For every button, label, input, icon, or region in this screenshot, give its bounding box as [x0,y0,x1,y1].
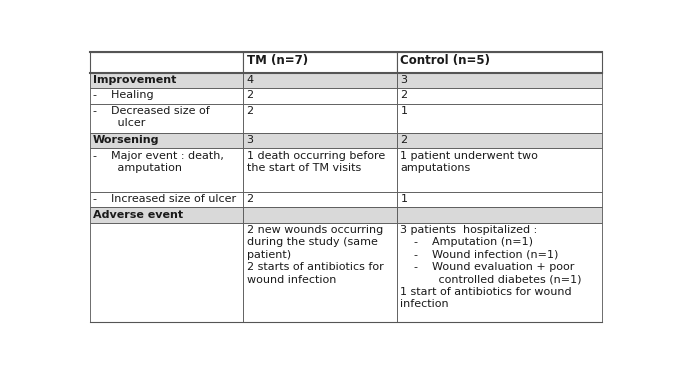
Text: 2: 2 [400,135,408,145]
FancyBboxPatch shape [397,88,602,104]
Text: -    Increased size of ulcer: - Increased size of ulcer [92,194,236,204]
FancyBboxPatch shape [90,192,244,207]
FancyBboxPatch shape [397,52,602,73]
FancyBboxPatch shape [90,223,244,322]
Text: Adverse event: Adverse event [92,210,183,219]
Text: 4: 4 [246,75,254,85]
FancyBboxPatch shape [90,133,244,149]
FancyBboxPatch shape [397,104,602,133]
Text: Worsening: Worsening [92,135,159,145]
Text: 2: 2 [246,194,254,204]
Text: TM (n=7): TM (n=7) [246,54,308,68]
FancyBboxPatch shape [90,73,244,88]
Text: 1 patient underwent two
amputations: 1 patient underwent two amputations [400,151,538,173]
Text: -    Decreased size of
       ulcer: - Decreased size of ulcer [92,106,209,128]
FancyBboxPatch shape [397,192,602,207]
FancyBboxPatch shape [90,88,244,104]
FancyBboxPatch shape [90,207,244,223]
Text: 1: 1 [400,194,407,204]
FancyBboxPatch shape [90,104,244,133]
FancyBboxPatch shape [244,133,397,149]
Text: 2: 2 [246,91,254,100]
Text: Control (n=5): Control (n=5) [400,54,490,68]
Text: 3 patients  hospitalized :
    -    Amputation (n=1)
    -    Wound infection (n: 3 patients hospitalized : - Amputation (… [400,225,582,310]
Text: 1 death occurring before
the start of TM visits: 1 death occurring before the start of TM… [246,151,385,173]
Text: -    Healing: - Healing [92,91,153,100]
FancyBboxPatch shape [397,223,602,322]
FancyBboxPatch shape [90,149,244,192]
FancyBboxPatch shape [244,149,397,192]
FancyBboxPatch shape [244,104,397,133]
Text: 1: 1 [400,106,407,116]
FancyBboxPatch shape [244,223,397,322]
FancyBboxPatch shape [397,133,602,149]
FancyBboxPatch shape [244,192,397,207]
Text: Improvement: Improvement [92,75,176,85]
FancyBboxPatch shape [244,207,397,223]
FancyBboxPatch shape [244,88,397,104]
Text: 2 new wounds occurring
during the study (same
patient)
2 starts of antibiotics f: 2 new wounds occurring during the study … [246,225,383,285]
FancyBboxPatch shape [244,73,397,88]
Text: 2: 2 [246,106,254,116]
FancyBboxPatch shape [244,52,397,73]
Text: 3: 3 [246,135,254,145]
Text: 3: 3 [400,75,407,85]
FancyBboxPatch shape [90,52,244,73]
FancyBboxPatch shape [397,149,602,192]
FancyBboxPatch shape [397,73,602,88]
FancyBboxPatch shape [397,207,602,223]
Text: 2: 2 [400,91,408,100]
Text: -    Major event : death,
       amputation: - Major event : death, amputation [92,151,223,173]
